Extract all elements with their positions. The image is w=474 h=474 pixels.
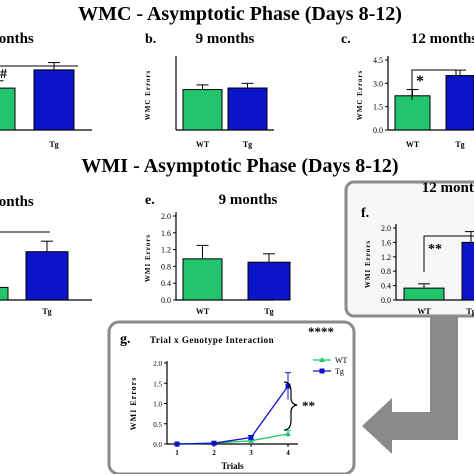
chart-e-ytick-label: 0.4 <box>161 279 171 288</box>
chart-b-title: 9 months <box>196 31 255 47</box>
chart-g-point-tg <box>285 383 291 389</box>
chart-e-ytick-label: 2.0 <box>161 212 171 221</box>
chart-g-xtick-label: 2 <box>212 449 216 457</box>
chart-c: 12 months WMC Errors 0.0 1.5 3.0 4.5 WT Tg * <box>356 31 474 149</box>
chart-g-brace <box>283 381 298 431</box>
chart-f-bracket <box>423 235 474 272</box>
chart-c-category-label: Tg <box>455 140 464 149</box>
chart-e-bar <box>182 258 223 301</box>
chart-c-ytick-label: 4.5 <box>373 56 383 65</box>
chart-d-category-label: Tg <box>42 307 51 316</box>
panel-letter-b: b. <box>145 32 156 47</box>
chart-b-bar <box>182 89 223 131</box>
chart-g-ylabel: WMI Errors <box>129 377 138 431</box>
chart-c-bar <box>445 75 474 131</box>
chart-d-bar <box>25 251 69 301</box>
chart-f-ytick-label: 0.8 <box>381 267 391 276</box>
chart-g-point-wt <box>248 437 254 443</box>
chart-a-significance: # <box>0 67 7 82</box>
chart-e-bar <box>247 261 291 301</box>
wmc-section-title: WMC - Asymptotic Phase (Days 8-12) <box>78 3 402 25</box>
chart-a: months Tg # <box>0 31 92 149</box>
panel-letter-e: e. <box>145 193 155 208</box>
chart-f-title: 12 month <box>422 180 474 196</box>
chart-e-ytick-label: 0.8 <box>161 262 171 271</box>
gray-arrow <box>362 316 458 454</box>
chart-c-ytick-label: 1.5 <box>373 103 383 112</box>
chart-c-ytick-label: 3.0 <box>373 79 383 88</box>
chart-g-xtick-label: 3 <box>249 449 253 457</box>
chart-e-category-label: Tg <box>264 307 273 316</box>
chart-f: 12 month WMI Errors 0.0 0.4 0.8 1.2 1.6 2.0 WT Tg… <box>364 180 474 316</box>
chart-g-point-wt <box>285 430 291 436</box>
chart-e-category-label: WT <box>196 307 210 316</box>
chart-f-significance: ** <box>428 242 442 257</box>
chart-c-bar <box>394 95 431 131</box>
chart-b-bar <box>227 87 268 131</box>
chart-g-trial4-significance: ** <box>302 398 315 413</box>
chart-g-point-tg <box>211 440 217 446</box>
chart-a-bar <box>0 87 16 131</box>
chart-e-ytick-label: 1.2 <box>161 246 171 255</box>
panel-letter-c: c. <box>341 32 351 47</box>
chart-a-category-label: Tg <box>49 140 58 149</box>
chart-e-title: 9 months <box>219 192 278 208</box>
chart-e: 9 months WMI Errors 0.0 0.4 0.8 1.2 1.6 2.0 WT Tg <box>144 192 291 316</box>
chart-g-ytick-label: 1.0 <box>153 401 162 409</box>
chart-c-ylabel: WMC Errors <box>356 70 364 121</box>
chart-g-point-tg <box>174 441 180 447</box>
chart-f-bar <box>461 241 474 301</box>
chart-f-ytick-label: 1.6 <box>381 238 391 247</box>
chart-g-ytick-label: 1.5 <box>153 380 162 388</box>
chart-c-category-label: WT <box>406 140 420 149</box>
chart-g-series-line-tg <box>176 385 289 445</box>
chart-g-legend-label: Tg <box>335 367 344 376</box>
chart-a-bar <box>33 69 75 131</box>
chart-g-ytick-label: 2.0 <box>153 360 162 368</box>
chart-a-title: months <box>0 31 34 47</box>
chart-g-xtick-label: 1 <box>175 449 179 457</box>
chart-g-title: Trial x Genotype Interaction <box>150 335 274 345</box>
chart-g-ytick-label: 0.5 <box>153 421 162 429</box>
chart-g-xtick-label: 4 <box>286 449 290 457</box>
chart-f-ytick-label: 2.0 <box>381 224 391 233</box>
chart-f-category-label: Tg <box>466 307 474 316</box>
chart-c-title: 12 months <box>411 31 474 47</box>
chart-f-bar <box>403 287 445 301</box>
panel-g-frame <box>107 320 356 474</box>
chart-d-title: months <box>0 194 34 210</box>
chart-e-ytick-label: 0.0 <box>161 296 171 305</box>
chart-g-point-tg <box>248 435 254 441</box>
panel-f-highlight-frame <box>344 180 474 318</box>
chart-f-ytick-label: 0.0 <box>381 296 391 305</box>
chart-b-category-label: Tg <box>243 140 252 149</box>
chart-f-ytick-label: 0.4 <box>381 282 391 291</box>
chart-b-ylabel: WMC Errors <box>144 70 152 121</box>
chart-f-category-label: WT <box>417 307 431 316</box>
chart-b: 9 months WMC Errors WT Tg <box>144 31 274 149</box>
chart-f-ylabel: WMI Errors <box>364 240 372 288</box>
chart-e-ytick-label: 1.6 <box>161 229 171 238</box>
chart-c-ytick-label: 0.0 <box>373 126 383 135</box>
chart-f-ytick-label: 1.2 <box>381 253 391 262</box>
chart-g-xlabel: Trials <box>221 461 244 471</box>
chart-d-bar <box>0 286 9 301</box>
chart-g-legend-label: WT <box>335 356 348 365</box>
chart-g-ytick-label: 0.0 <box>153 441 162 449</box>
chart-d: months Tg <box>0 194 92 316</box>
chart-g: Trial x Genotype Interaction 0.0 0.5 1.0 1.5… <box>129 324 348 471</box>
chart-g-legend-marker <box>319 357 325 362</box>
chart-c-significance: * <box>416 73 424 90</box>
chart-g-interaction-significance: **** <box>308 324 334 339</box>
chart-c-bracket <box>411 69 457 100</box>
chart-g-legend-marker <box>319 368 325 374</box>
panel-letter-g: g. <box>120 332 131 347</box>
wmi-section-title: WMI - Asymptotic Phase (Days 8-12) <box>81 155 398 177</box>
panel-letter-f: f. <box>361 206 369 221</box>
chart-e-ylabel: WMI Errors <box>144 234 152 282</box>
chart-b-category-label: WT <box>196 140 210 149</box>
